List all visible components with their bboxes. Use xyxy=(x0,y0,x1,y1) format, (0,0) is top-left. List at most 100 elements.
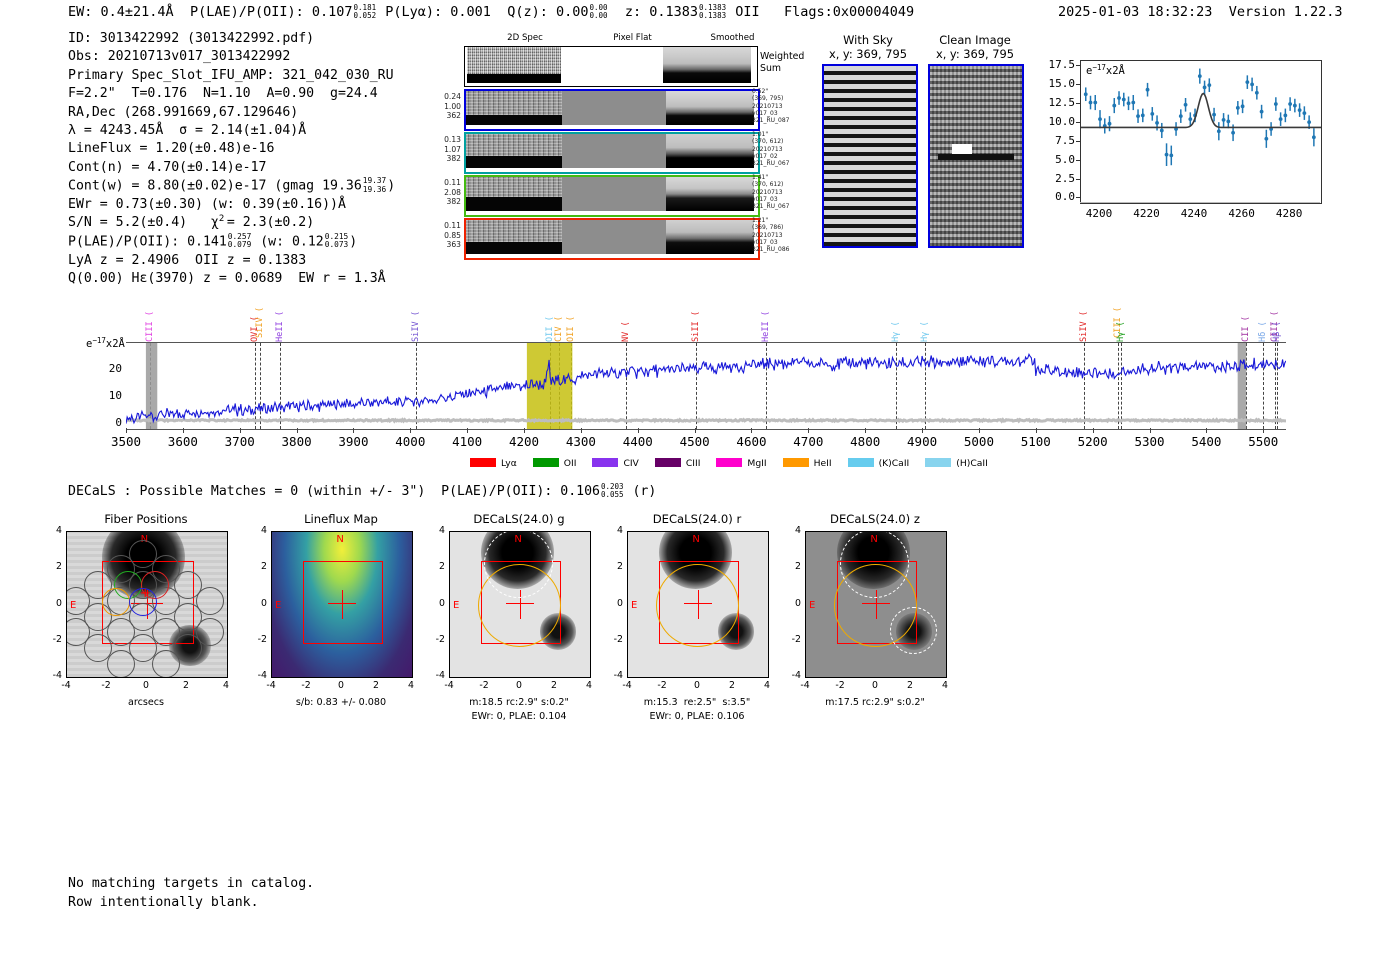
cutout-ytick: -4 xyxy=(435,670,445,681)
spectrum-xtick: 4500 xyxy=(679,434,710,449)
spectrum-emission-vline xyxy=(1121,343,1123,429)
spec2d-row-1 xyxy=(464,89,760,131)
cutout-panel-group: Fiber Positions N E + -4 -4 -2 -2 0 0 2 2 4 4 arcsecs L… xyxy=(0,512,1400,742)
cutout-ytick: 0 xyxy=(261,597,267,609)
fiber-circle xyxy=(151,618,180,647)
cutout-title-2: DECaLS(24.0) g xyxy=(473,512,565,526)
zoom-plot-xtick: 4240 xyxy=(1180,207,1208,220)
spec2d-row-3 xyxy=(464,175,760,217)
cutout-ytick: 4 xyxy=(617,525,623,536)
cleanimage-title: Clean Image x, y: 369, 795 xyxy=(925,33,1025,61)
cutout-xtick: 4 xyxy=(764,680,770,691)
spectrum-xtick: 5400 xyxy=(1191,434,1222,449)
spectrum-emission-vline xyxy=(1118,343,1120,429)
zoom-plot-ytick: 2.5 xyxy=(1055,171,1075,185)
cutout-xtick: -2 xyxy=(301,680,311,691)
spectrum-legend-swatch xyxy=(654,458,681,467)
cutout-xtick: 4 xyxy=(942,680,948,691)
header-version: Version 1.22.3 xyxy=(1228,4,1343,20)
header-ew-label: EW: xyxy=(68,4,93,21)
spectrum-trace-svg xyxy=(126,343,1286,429)
cutout-image-0[interactable]: N E + xyxy=(66,531,228,678)
decals-summary-errors: 0.203 0.055 xyxy=(600,482,624,500)
spectrum-emission-vline xyxy=(1263,343,1265,429)
spec2d-row-3-meta: 1.41" (370, 612) 20210713 v017_03 321_RU… xyxy=(752,174,790,211)
spectrum-xtick-mark xyxy=(1035,428,1037,433)
spectrum-legend: Lyα OII CIV CIII MgII HeII (K)CaII (H)CaII xyxy=(470,451,1004,470)
zoom-plot-ytick: 15.0 xyxy=(1048,77,1076,91)
info-ewr: EWr = 0.73(±0.30) (w: 0.39(±0.16))Å xyxy=(68,197,346,213)
spectrum-legend-item: CIV xyxy=(592,458,639,469)
cutout-ytick: 2 xyxy=(439,561,445,573)
spectrum-emission-label: Hδ ( xyxy=(1258,321,1269,342)
spectrum-emission-label: CIV ( xyxy=(554,316,565,342)
cutout-ytick: 2 xyxy=(56,561,62,573)
cutout-xtick: -2 xyxy=(479,680,489,691)
header-plae-label: P(LAE)/P(OII): xyxy=(189,4,304,21)
cleanimage-coords: x, y: 369, 795 xyxy=(935,46,1015,61)
cutout-dashed-circle xyxy=(483,532,553,599)
spectrum-xtick: 4800 xyxy=(850,434,881,449)
info-id: ID: 3013422992 (3013422992.pdf) xyxy=(68,31,315,46)
zoom-plot-ytick-mark xyxy=(1076,159,1080,161)
zoom-plot-xtick: 4260 xyxy=(1228,207,1255,220)
spectrum-xtick-mark xyxy=(1149,428,1151,433)
header-timestamp-version: 2025-01-03 18:32:23 Version 1.22.3 xyxy=(1058,4,1343,20)
emission-line-zoom-plot: e−17x2Å 0.0 2.5 5.0 7.5 10.0 12.5 15.0 17.5 420… xyxy=(1035,55,1325,235)
spectrum-emission-vline xyxy=(696,343,698,429)
spectrum-emission-vline xyxy=(279,343,281,429)
header-qz-errors: 0.00 0.00 xyxy=(589,3,608,21)
cutout-xtick: -4 xyxy=(622,680,632,691)
spectrum-legend-label: CIII xyxy=(685,458,701,469)
cutout-ytick: 4 xyxy=(795,525,801,536)
cutout-compass-e: E xyxy=(809,600,816,612)
fiber-circle xyxy=(196,618,225,647)
info-primary-spec: Primary Spec_Slot_IFU_AMP: 321_042_030_R… xyxy=(68,67,394,83)
info-seeing-throughput: F=2.2" T=0.176 N=1.10 A=0.90 g=24.4 xyxy=(68,86,378,102)
header-z-value: 0.1383 xyxy=(649,4,699,21)
spectrum-emission-vline xyxy=(896,343,898,429)
spectrum-xtick: 3600 xyxy=(167,434,198,449)
spectrum-ytick: 10 xyxy=(108,388,122,402)
spectrum-xtick-mark xyxy=(1092,428,1094,433)
header-timestamp: 2025-01-03 18:32:23 xyxy=(1058,4,1213,20)
spectrum-emission-vline xyxy=(259,343,261,429)
fiber-center-plus: + xyxy=(139,585,151,601)
spectrum-emission-label: NV ( xyxy=(621,321,632,342)
weighted-sum-row xyxy=(464,46,758,87)
spectrum-legend-swatch xyxy=(782,458,809,467)
zoom-plot-ytick-mark xyxy=(1076,178,1080,180)
cutout-xtick: -4 xyxy=(800,680,810,691)
cutout-xtick: -4 xyxy=(444,680,454,691)
cutout-title-0: Fiber Positions xyxy=(104,512,188,526)
spectrum-emission-vline xyxy=(924,343,926,429)
cutout-xtick: 2 xyxy=(551,680,557,691)
header-ew-value: 0.4±21.4Å xyxy=(100,4,174,21)
spec2d-row-4 xyxy=(464,218,760,260)
header-plya-label: P(Lyα): xyxy=(385,4,443,21)
spec2d-row-1-stats: 0.24 1.00 362 xyxy=(444,92,461,121)
spectrum-axes xyxy=(126,342,1286,430)
spectrum-xtick: 4700 xyxy=(793,434,824,449)
cleanimage-image xyxy=(928,64,1024,248)
header-z-type: OII xyxy=(735,4,760,21)
cutout-ytick: -4 xyxy=(52,670,62,681)
cutout-ytick: -4 xyxy=(791,670,801,681)
spectrum-xtick-mark xyxy=(808,428,810,433)
spectrum-emission-label: SiIV ( xyxy=(254,306,265,338)
decals-summary-band: (r) xyxy=(632,484,657,500)
cutout-caption-1-1: s/b: 0.83 +/- 0.080 xyxy=(295,697,387,708)
bottom-note: No matching targets in catalog. Row inte… xyxy=(68,874,314,912)
zoom-plot-ytick: 17.5 xyxy=(1048,58,1076,72)
zoom-plot-ytick-mark xyxy=(1076,103,1080,105)
cutout-title-3: DECaLS(24.0) r xyxy=(652,512,742,526)
spectrum-emission-label: CIII ( xyxy=(145,310,156,342)
cutout-aperture-box xyxy=(302,561,384,645)
spectrum-emission-label: Hγ ( xyxy=(919,321,930,342)
spectrum-legend-item: (H)CaII xyxy=(925,458,988,469)
cutout-ytick: 0 xyxy=(795,597,801,609)
